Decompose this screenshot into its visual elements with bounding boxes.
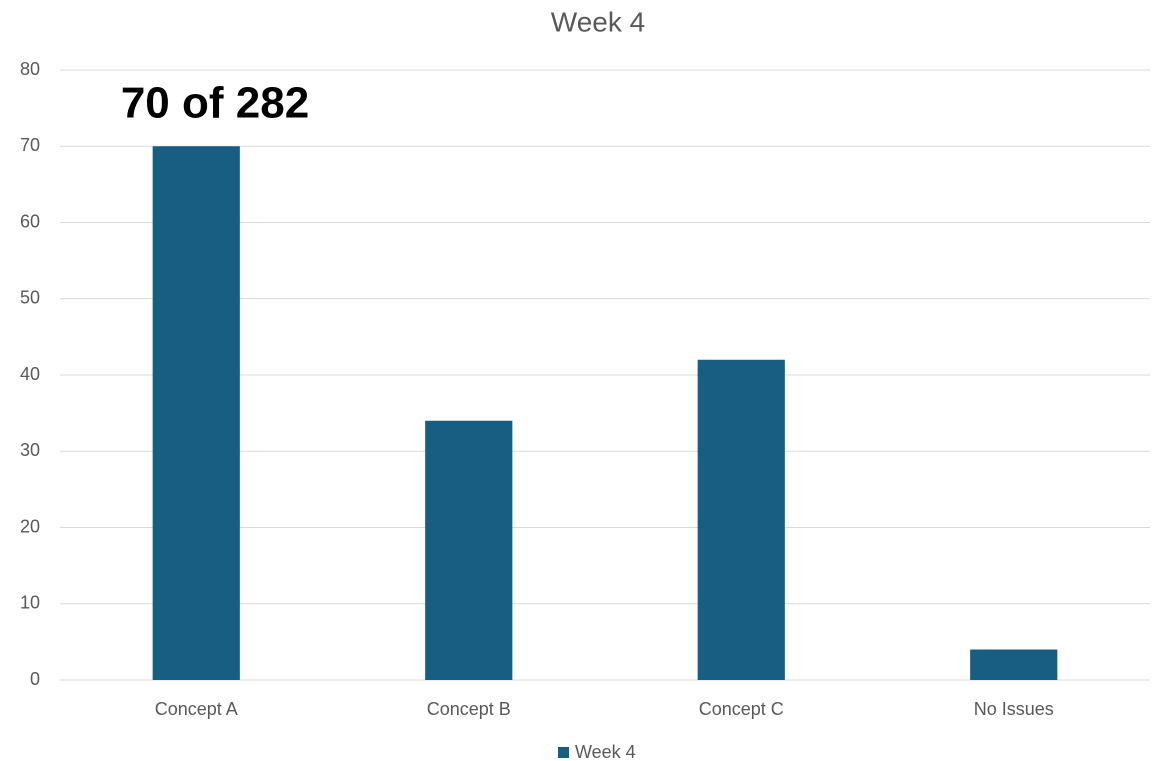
bar (697, 359, 785, 680)
y-tick-label: 70 (20, 135, 40, 155)
bar (970, 649, 1058, 680)
legend-label: Week 4 (575, 742, 636, 761)
bar (425, 420, 513, 680)
x-tick-label: Concept C (699, 699, 784, 719)
x-tick-label: Concept B (427, 699, 511, 719)
bar (152, 146, 240, 680)
annotation: 70 of 282 (121, 79, 309, 128)
x-tick-label: No Issues (974, 699, 1054, 719)
y-tick-label: 60 (20, 211, 40, 231)
x-tick-label: Concept A (155, 699, 238, 719)
y-tick-label: 80 (20, 59, 40, 79)
y-tick-label: 10 (20, 593, 40, 613)
y-tick-label: 20 (20, 516, 40, 536)
y-tick-label: 30 (20, 440, 40, 460)
chart-title: Week 4 (551, 6, 645, 37)
y-tick-label: 50 (20, 288, 40, 308)
y-tick-label: 40 (20, 364, 40, 384)
y-tick-label: 0 (30, 669, 40, 689)
legend-swatch (558, 747, 569, 758)
